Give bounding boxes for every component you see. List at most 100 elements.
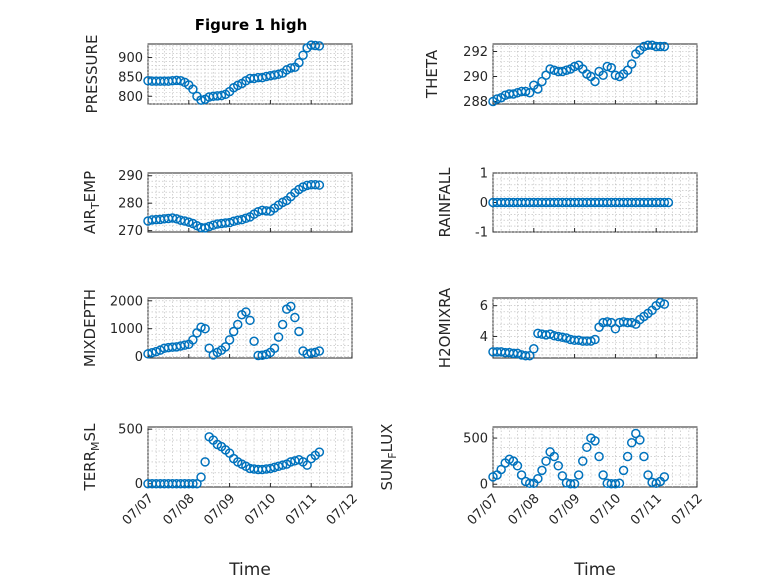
x-tick-label: 07/07: [120, 491, 157, 528]
data-point: [261, 206, 272, 216]
axes-frame: [147, 426, 353, 488]
x-tick-label: 07/08: [506, 491, 543, 528]
data-point: [582, 442, 592, 453]
data-point: [643, 470, 653, 480]
data-point: [533, 84, 543, 94]
data-point: [188, 84, 198, 95]
x-tick-label: 07/09: [546, 491, 583, 528]
data-point: [147, 347, 157, 358]
data-point: [659, 197, 670, 208]
data-point: [626, 317, 637, 328]
subplot-5: 0 1000 2000 MIXDEPTH: [81, 289, 353, 367]
data-point: [520, 350, 531, 361]
data-point: [639, 451, 649, 462]
data-point: [294, 57, 304, 68]
data-point: [557, 66, 568, 77]
data-point: [249, 336, 259, 347]
data-point: [496, 464, 506, 475]
y-tick-label: 800: [118, 90, 143, 105]
x-tick-label: 07/08: [161, 491, 198, 528]
y-axis-label: PRESSURE: [83, 35, 101, 114]
y-axis-label: MIXDEPTH: [81, 289, 99, 367]
data-point: [590, 334, 600, 345]
data-point: [273, 69, 284, 79]
y-axis-label: THETA: [423, 49, 441, 99]
data-point: [512, 348, 523, 359]
data-point: [237, 214, 247, 225]
x-axis-label: Time: [228, 560, 271, 580]
data-point: [220, 342, 231, 352]
data-point: [151, 346, 161, 357]
data-point: [273, 332, 284, 342]
data-point: [557, 471, 568, 481]
figure-title: Figure 1 high: [195, 16, 308, 34]
subplot-4: -1 0 1 RAINFALL: [436, 167, 698, 241]
data-point: [188, 478, 198, 489]
data-point: [659, 299, 670, 309]
y-tick-label: 0: [480, 196, 488, 211]
data-point: [659, 41, 670, 52]
data-point: [557, 332, 568, 342]
data-point: [561, 333, 572, 343]
data-point: [537, 465, 547, 476]
data-point: [175, 76, 186, 86]
subplot-6: 4 6 H2OMIXRA: [436, 287, 698, 368]
y-tick-label: 1000: [110, 322, 143, 337]
subplot-7: 0 500 07/07 07/08 07/09 07/10 07/11 07/12 TERRMS…: [81, 423, 361, 580]
x-tick-label: 07/11: [283, 491, 320, 528]
data-point: [188, 335, 198, 345]
data-point: [179, 340, 190, 350]
x-tick-label: 07/12: [669, 491, 706, 528]
y-tick-label: 0: [135, 477, 143, 492]
y-tick-label: 500: [118, 423, 143, 438]
axes-frame: [492, 43, 698, 105]
data-point: [286, 301, 296, 312]
data-point: [200, 223, 210, 233]
data-point: [553, 461, 564, 471]
data-point: [508, 89, 519, 99]
data-point: [204, 221, 214, 232]
data-point: [233, 319, 243, 330]
y-axis-label: SUNFLUX: [378, 424, 399, 491]
data-point: [314, 447, 325, 457]
data-point: [277, 319, 288, 330]
data-point: [533, 473, 543, 484]
data-point: [590, 76, 600, 87]
data-point: [663, 197, 674, 208]
y-tick-label: 292: [463, 45, 488, 60]
y-tick-label: 290: [463, 70, 488, 85]
data-point: [286, 63, 296, 73]
y-tick-label: 0: [480, 478, 488, 493]
data-point: [520, 86, 531, 97]
x-tick-label: 07/10: [242, 491, 279, 528]
x-tick-label: 07/10: [587, 491, 624, 528]
data-point: [512, 461, 523, 471]
x-tick-label: 07/11: [628, 491, 665, 528]
y-tick-label: 0: [135, 350, 143, 365]
data-point: [606, 63, 617, 73]
x-tick-label: 07/12: [324, 491, 361, 528]
data-point: [541, 456, 551, 466]
data-point: [257, 350, 267, 360]
y-tick-label: 6: [480, 299, 488, 314]
data-point: [241, 307, 251, 317]
data-point: [602, 61, 612, 72]
data-point: [241, 213, 251, 224]
data-point: [598, 70, 608, 80]
data-point: [192, 478, 202, 489]
y-tick-label: 850: [118, 70, 143, 85]
axes-frame: [147, 172, 353, 233]
data-point: [598, 470, 608, 480]
data-point: [626, 59, 637, 69]
data-point: [626, 437, 637, 448]
data-point: [569, 61, 580, 72]
data-point: [602, 317, 612, 327]
data-point: [516, 470, 527, 480]
data-point: [586, 336, 596, 346]
y-axis-label: AIRTEMP: [81, 171, 102, 234]
data-point: [196, 95, 206, 105]
y-tick-label: 270: [118, 224, 143, 239]
data-point: [204, 343, 214, 353]
data-point: [184, 217, 194, 227]
